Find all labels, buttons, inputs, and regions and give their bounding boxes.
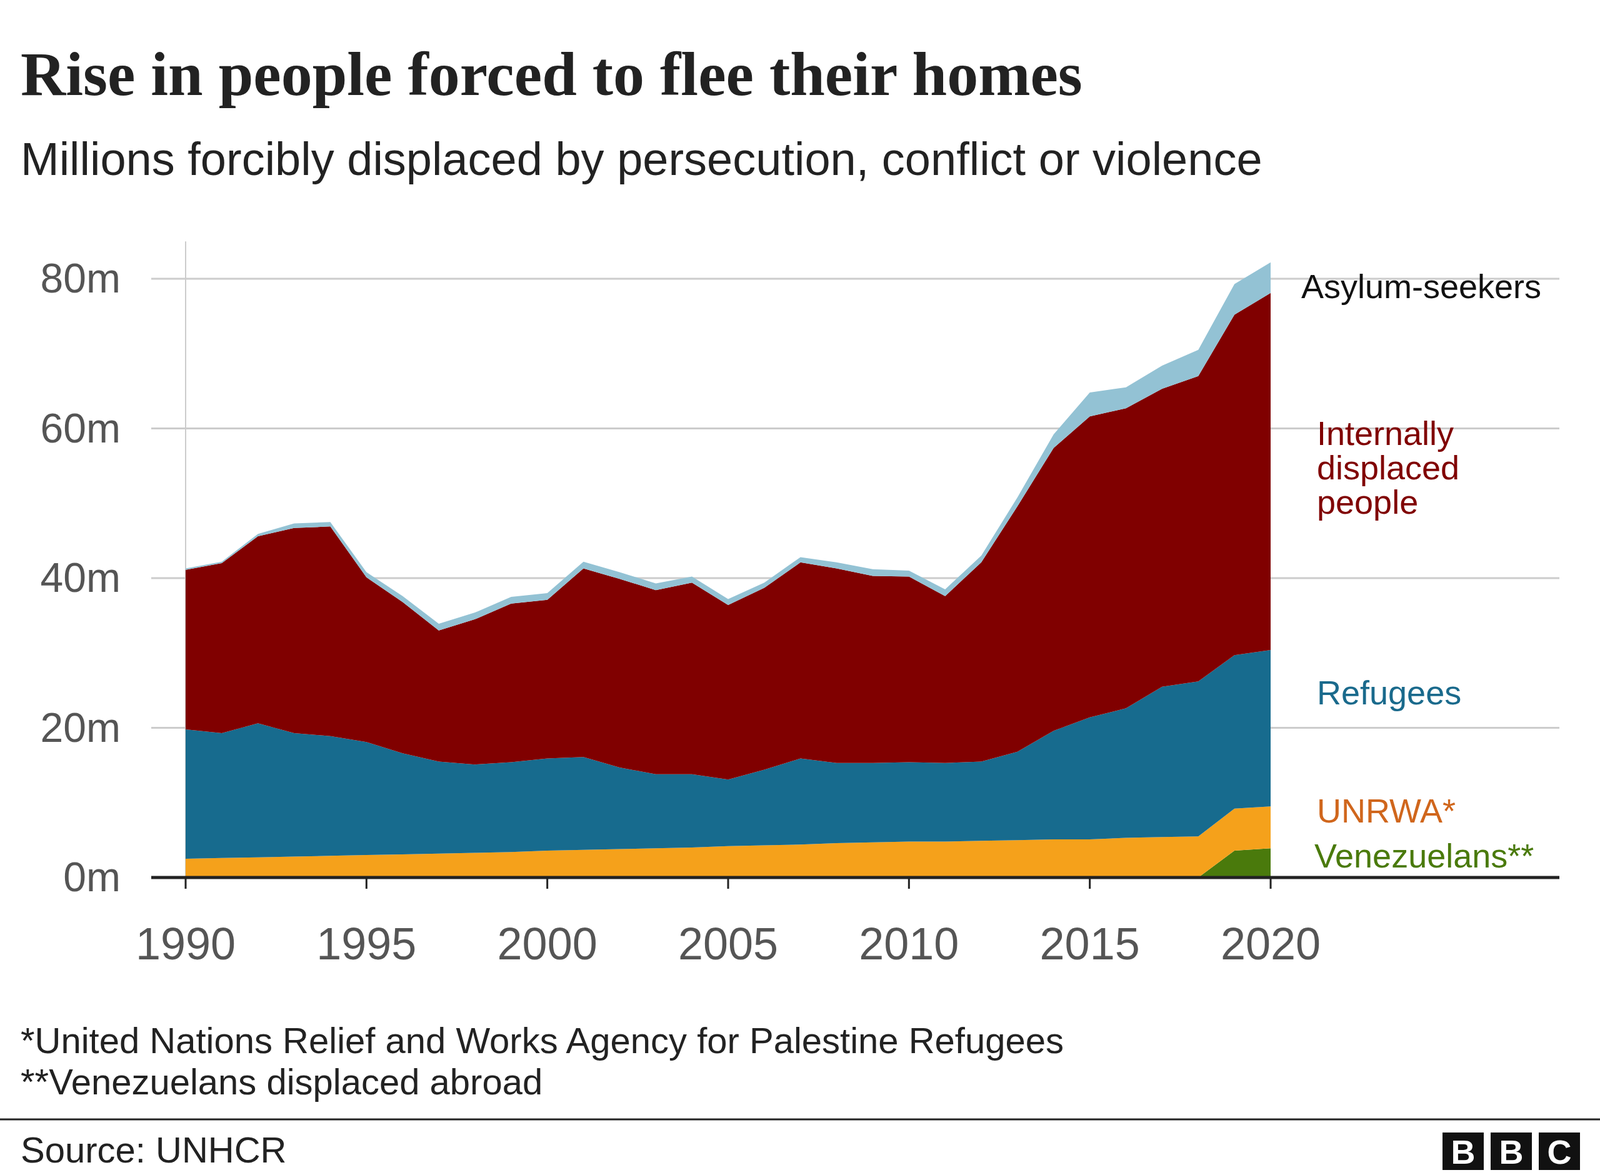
baseline [151,876,1560,880]
y-tick-label: 40m [40,554,121,601]
series-label-line: Internally [1316,414,1454,452]
logo-letter: C [1547,1133,1572,1171]
series-label: Refugees [1316,673,1462,712]
title: Rise in people forced to flee their home… [20,39,1083,109]
series-label-line: Asylum-seekers [1301,267,1542,305]
background [0,0,1600,1175]
y-tick-label: 60m [40,405,121,452]
logo-box [1490,1132,1532,1170]
x-tick-label: 2010 [858,918,959,969]
y-tick-label: 20m [40,704,121,751]
logo-box [1538,1132,1580,1170]
logo-box [1442,1132,1484,1170]
series-label: Venezuelans** [1314,836,1534,875]
subtitle: Millions forcibly displaced by persecuti… [20,133,1263,185]
area [185,293,1271,780]
x-tick [546,877,549,889]
footnote: **Venezuelans displaced abroad [20,1061,543,1102]
x-tick [727,877,730,889]
separator [0,1118,1600,1121]
x-tick-label: 1995 [316,918,417,969]
x-tick [1088,877,1091,889]
series-label-line: people [1316,483,1419,521]
series-label-line: UNRWA* [1316,791,1456,830]
series-label-line: displaced [1316,448,1460,487]
area [185,262,1271,631]
series-label: Internallydisplacedpeople [1316,414,1460,521]
y-tick-label: 0m [63,853,121,900]
x-tick [365,877,368,889]
logo-letter: B [1451,1133,1476,1171]
footnote: *United Nations Relief and Works Agency … [20,1020,1064,1061]
x-tick-label: 1990 [135,918,236,969]
x-tick-label: 2015 [1040,918,1140,969]
series-label-line: Venezuelans** [1314,836,1534,875]
series-label: Asylum-seekers [1301,267,1542,305]
x-tick [185,877,187,889]
series-label-line: Refugees [1316,673,1462,712]
x-tick [908,877,910,889]
source: Source: UNHCR [20,1129,287,1170]
x-tick-label: 2000 [497,918,598,969]
areas [185,262,1271,878]
chart: Rise in people forced to flee their home… [0,0,1600,1175]
x-tick [1270,877,1272,889]
x-tick-label: 2020 [1220,918,1321,969]
series-label: UNRWA* [1316,791,1456,830]
y-tick-label: 80m [40,255,121,302]
logo-letter: B [1499,1133,1524,1171]
x-tick-label: 2005 [678,918,779,969]
